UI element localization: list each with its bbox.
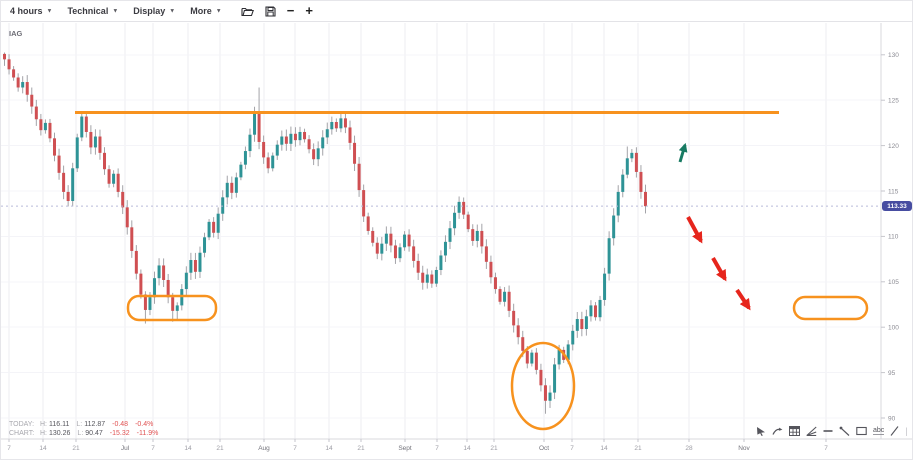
time-axis-label: 7 bbox=[435, 445, 439, 452]
drawing-toolbar: abc | × bbox=[756, 425, 912, 437]
price-axis-label: 110 bbox=[888, 234, 899, 241]
toolbar-divider: | bbox=[905, 426, 908, 436]
time-axis-label: 14 bbox=[325, 445, 333, 452]
curved-arrow-icon[interactable] bbox=[772, 425, 783, 437]
chevron-down-icon: ▼ bbox=[169, 8, 176, 15]
low-key: L: bbox=[77, 429, 84, 437]
chart-high-value: 130.26 bbox=[49, 429, 71, 437]
chart-low-value: 90.47 bbox=[85, 429, 103, 437]
time-axis-label: 14 bbox=[463, 445, 471, 452]
symbol-label: IAG bbox=[9, 29, 23, 38]
timeframe-label: 4 hours bbox=[10, 6, 43, 16]
horizontal-line-icon[interactable] bbox=[823, 425, 833, 437]
table-icon[interactable] bbox=[789, 425, 800, 437]
more-dropdown[interactable]: More ▼ bbox=[190, 6, 221, 16]
today-low-value: 112.87 bbox=[84, 421, 106, 428]
red-down-arrow-annotation[interactable] bbox=[711, 257, 727, 282]
axes: 130 125 120 115 110 105 100 95 90 7 14 21 Jul 7 14 21 Au… bbox=[1, 23, 912, 452]
top-toolbar: 4 hours ▼ Technical ▼ Display ▼ More ▼ −… bbox=[1, 1, 912, 22]
technical-label: Technical bbox=[67, 6, 109, 16]
chart-stats-row: CHART: H: 130.26 L: 90.47 -15.32 -11.9% bbox=[9, 430, 165, 439]
time-axis-label: 21 bbox=[216, 445, 224, 452]
time-axis-label: 14 bbox=[600, 445, 608, 452]
time-axis-label: 7 bbox=[151, 445, 155, 452]
time-axis-label: Jul bbox=[121, 445, 130, 452]
more-label: More bbox=[190, 6, 212, 16]
today-change-pct: -0.4% bbox=[135, 421, 154, 428]
text-tool-icon[interactable]: abc bbox=[873, 427, 885, 435]
time-axis-label: Oct bbox=[539, 445, 549, 452]
price-axis-label: 130 bbox=[888, 52, 899, 59]
time-axis-label: 21 bbox=[72, 445, 80, 452]
time-axis-label: Aug bbox=[258, 445, 270, 452]
chart-change-pct: -11.9% bbox=[136, 429, 159, 437]
time-axis-label: 7 bbox=[824, 445, 828, 452]
price-axis-label: 105 bbox=[888, 279, 899, 286]
time-axis-label: 21 bbox=[490, 445, 498, 452]
high-key: H: bbox=[40, 429, 47, 437]
high-key: H: bbox=[40, 421, 47, 428]
zoom-in-button[interactable]: + bbox=[305, 3, 313, 18]
time-axis-label: 14 bbox=[39, 445, 47, 452]
time-axis-label: 14 bbox=[184, 445, 192, 452]
candlestick-series bbox=[3, 52, 647, 414]
trendline-dot-icon[interactable] bbox=[839, 425, 850, 437]
chart-label: CHART: bbox=[9, 429, 35, 437]
support-box-left-annotation[interactable] bbox=[126, 294, 218, 322]
chart-change: -15.32 bbox=[109, 429, 130, 437]
today-change: -0.48 bbox=[112, 421, 129, 428]
current-price-badge: 113.33 bbox=[882, 201, 912, 212]
save-icon[interactable] bbox=[265, 5, 276, 17]
time-axis-label: 21 bbox=[357, 445, 365, 452]
price-axis-label: 120 bbox=[888, 143, 899, 150]
time-axis-label: 21 bbox=[634, 445, 642, 452]
grid-lines bbox=[1, 23, 881, 439]
time-axis-label: 7 bbox=[293, 445, 297, 452]
chevron-down-icon: ▼ bbox=[112, 8, 119, 15]
red-down-arrow-annotation[interactable] bbox=[686, 216, 703, 244]
session-stats: TODAY: H: 116.11 L: 112.87 -0.48 -0.4% C… bbox=[9, 421, 165, 438]
slash-icon[interactable] bbox=[890, 425, 899, 437]
today-stats-row: TODAY: H: 116.11 L: 112.87 -0.48 -0.4% bbox=[9, 421, 165, 430]
display-label: Display bbox=[133, 6, 166, 16]
green-up-arrow-annotation[interactable] bbox=[678, 142, 688, 163]
zoom-out-button[interactable]: − bbox=[286, 3, 295, 18]
time-axis-label: 7 bbox=[570, 445, 574, 452]
display-dropdown[interactable]: Display ▼ bbox=[133, 6, 175, 16]
drawn-annotations[interactable] bbox=[75, 111, 869, 431]
time-axis-label: Sept bbox=[398, 445, 412, 452]
rectangle-icon[interactable] bbox=[856, 425, 867, 437]
today-high-value: 116.11 bbox=[49, 421, 70, 428]
low-key: L: bbox=[76, 421, 83, 428]
price-axis-label: 95 bbox=[888, 370, 896, 377]
trend-angle-icon[interactable] bbox=[806, 425, 817, 437]
time-axis-label: 28 bbox=[685, 445, 693, 452]
red-down-arrow-annotation[interactable] bbox=[735, 288, 751, 311]
open-folder-icon[interactable] bbox=[241, 6, 254, 17]
draw-arrow-icon[interactable] bbox=[756, 425, 766, 437]
today-label: TODAY: bbox=[9, 421, 35, 428]
support-box-right-annotation[interactable] bbox=[792, 295, 869, 321]
timeframe-dropdown[interactable]: 4 hours ▼ bbox=[10, 6, 52, 16]
price-axis-label: 90 bbox=[888, 415, 896, 422]
time-axis-label: Nov bbox=[738, 445, 750, 452]
chevron-down-icon: ▼ bbox=[215, 8, 222, 15]
chevron-down-icon: ▼ bbox=[46, 8, 53, 15]
low-ellipse-annotation[interactable] bbox=[510, 341, 576, 431]
technical-dropdown[interactable]: Technical ▼ bbox=[67, 6, 118, 16]
time-axis-label: 7 bbox=[7, 445, 11, 452]
price-axis-label: 100 bbox=[888, 325, 899, 332]
price-axis-label: 125 bbox=[888, 98, 899, 105]
price-axis-label: 115 bbox=[888, 188, 899, 195]
